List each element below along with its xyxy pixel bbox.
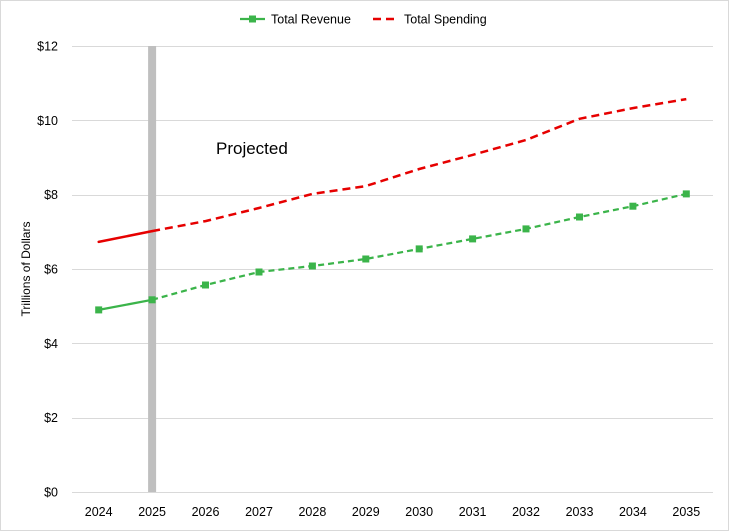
total-revenue-marker bbox=[202, 281, 209, 289]
x-tick-label: 2027 bbox=[245, 505, 273, 519]
total-revenue-marker bbox=[415, 245, 423, 253]
legend-item-total-revenue: Total Revenue bbox=[240, 13, 351, 27]
legend-marker-total-revenue bbox=[249, 15, 256, 23]
x-tick-label: 2026 bbox=[192, 505, 220, 519]
legend-label-total-revenue: Total Revenue bbox=[271, 13, 351, 27]
series-markers bbox=[95, 190, 690, 314]
total-revenue-marker bbox=[576, 213, 583, 221]
y-tick-label: $0 bbox=[44, 486, 58, 500]
total-revenue-marker bbox=[255, 268, 263, 276]
projection-divider-bar bbox=[148, 46, 157, 492]
y-axis-tick-labels: $0 $2 $4 $6 $8 $10 $12 bbox=[37, 40, 58, 500]
x-tick-label: 2029 bbox=[352, 505, 380, 519]
projection-divider-layer bbox=[148, 46, 157, 492]
y-tick-label: $12 bbox=[37, 40, 58, 54]
total-revenue-marker bbox=[522, 225, 530, 233]
x-tick-label: 2032 bbox=[512, 505, 540, 519]
y-tick-label: $6 bbox=[44, 263, 58, 277]
y-tick-label: $10 bbox=[37, 114, 58, 128]
x-tick-label: 2030 bbox=[405, 505, 433, 519]
x-axis-tick-labels: 2024 2025 2026 2027 2028 2029 2030 2031 2032 2033… bbox=[85, 505, 700, 519]
x-tick-label: 2034 bbox=[619, 505, 647, 519]
x-tick-label: 2033 bbox=[566, 505, 594, 519]
y-tick-label: $8 bbox=[44, 188, 58, 202]
y-axis-title: Trillions of Dollars bbox=[19, 222, 33, 317]
total-spending-line-projected bbox=[151, 97, 687, 233]
x-tick-label: 2031 bbox=[459, 505, 487, 519]
total-revenue-marker bbox=[682, 190, 690, 198]
gridlines bbox=[72, 46, 713, 493]
x-tick-label: 2025 bbox=[138, 505, 166, 519]
x-tick-label: 2035 bbox=[672, 505, 700, 519]
legend-item-total-spending: Total Spending bbox=[373, 13, 487, 27]
x-tick-label: 2024 bbox=[85, 505, 113, 519]
total-revenue-marker bbox=[308, 262, 316, 270]
total-revenue-marker bbox=[148, 296, 156, 304]
x-tick-label: 2028 bbox=[298, 505, 326, 519]
total-revenue-line-actual bbox=[97, 298, 154, 312]
total-revenue-marker bbox=[629, 202, 637, 210]
total-revenue-marker bbox=[469, 235, 477, 243]
annotation-projected: Projected bbox=[216, 139, 288, 158]
y-tick-label: $2 bbox=[44, 411, 58, 425]
total-spending-line-actual bbox=[97, 229, 154, 244]
total-revenue-marker bbox=[95, 306, 103, 314]
total-revenue-marker bbox=[362, 255, 370, 263]
y-tick-label: $4 bbox=[44, 337, 58, 351]
legend-label-total-spending: Total Spending bbox=[404, 13, 487, 27]
legend: Total Revenue Total Spending bbox=[240, 13, 487, 27]
